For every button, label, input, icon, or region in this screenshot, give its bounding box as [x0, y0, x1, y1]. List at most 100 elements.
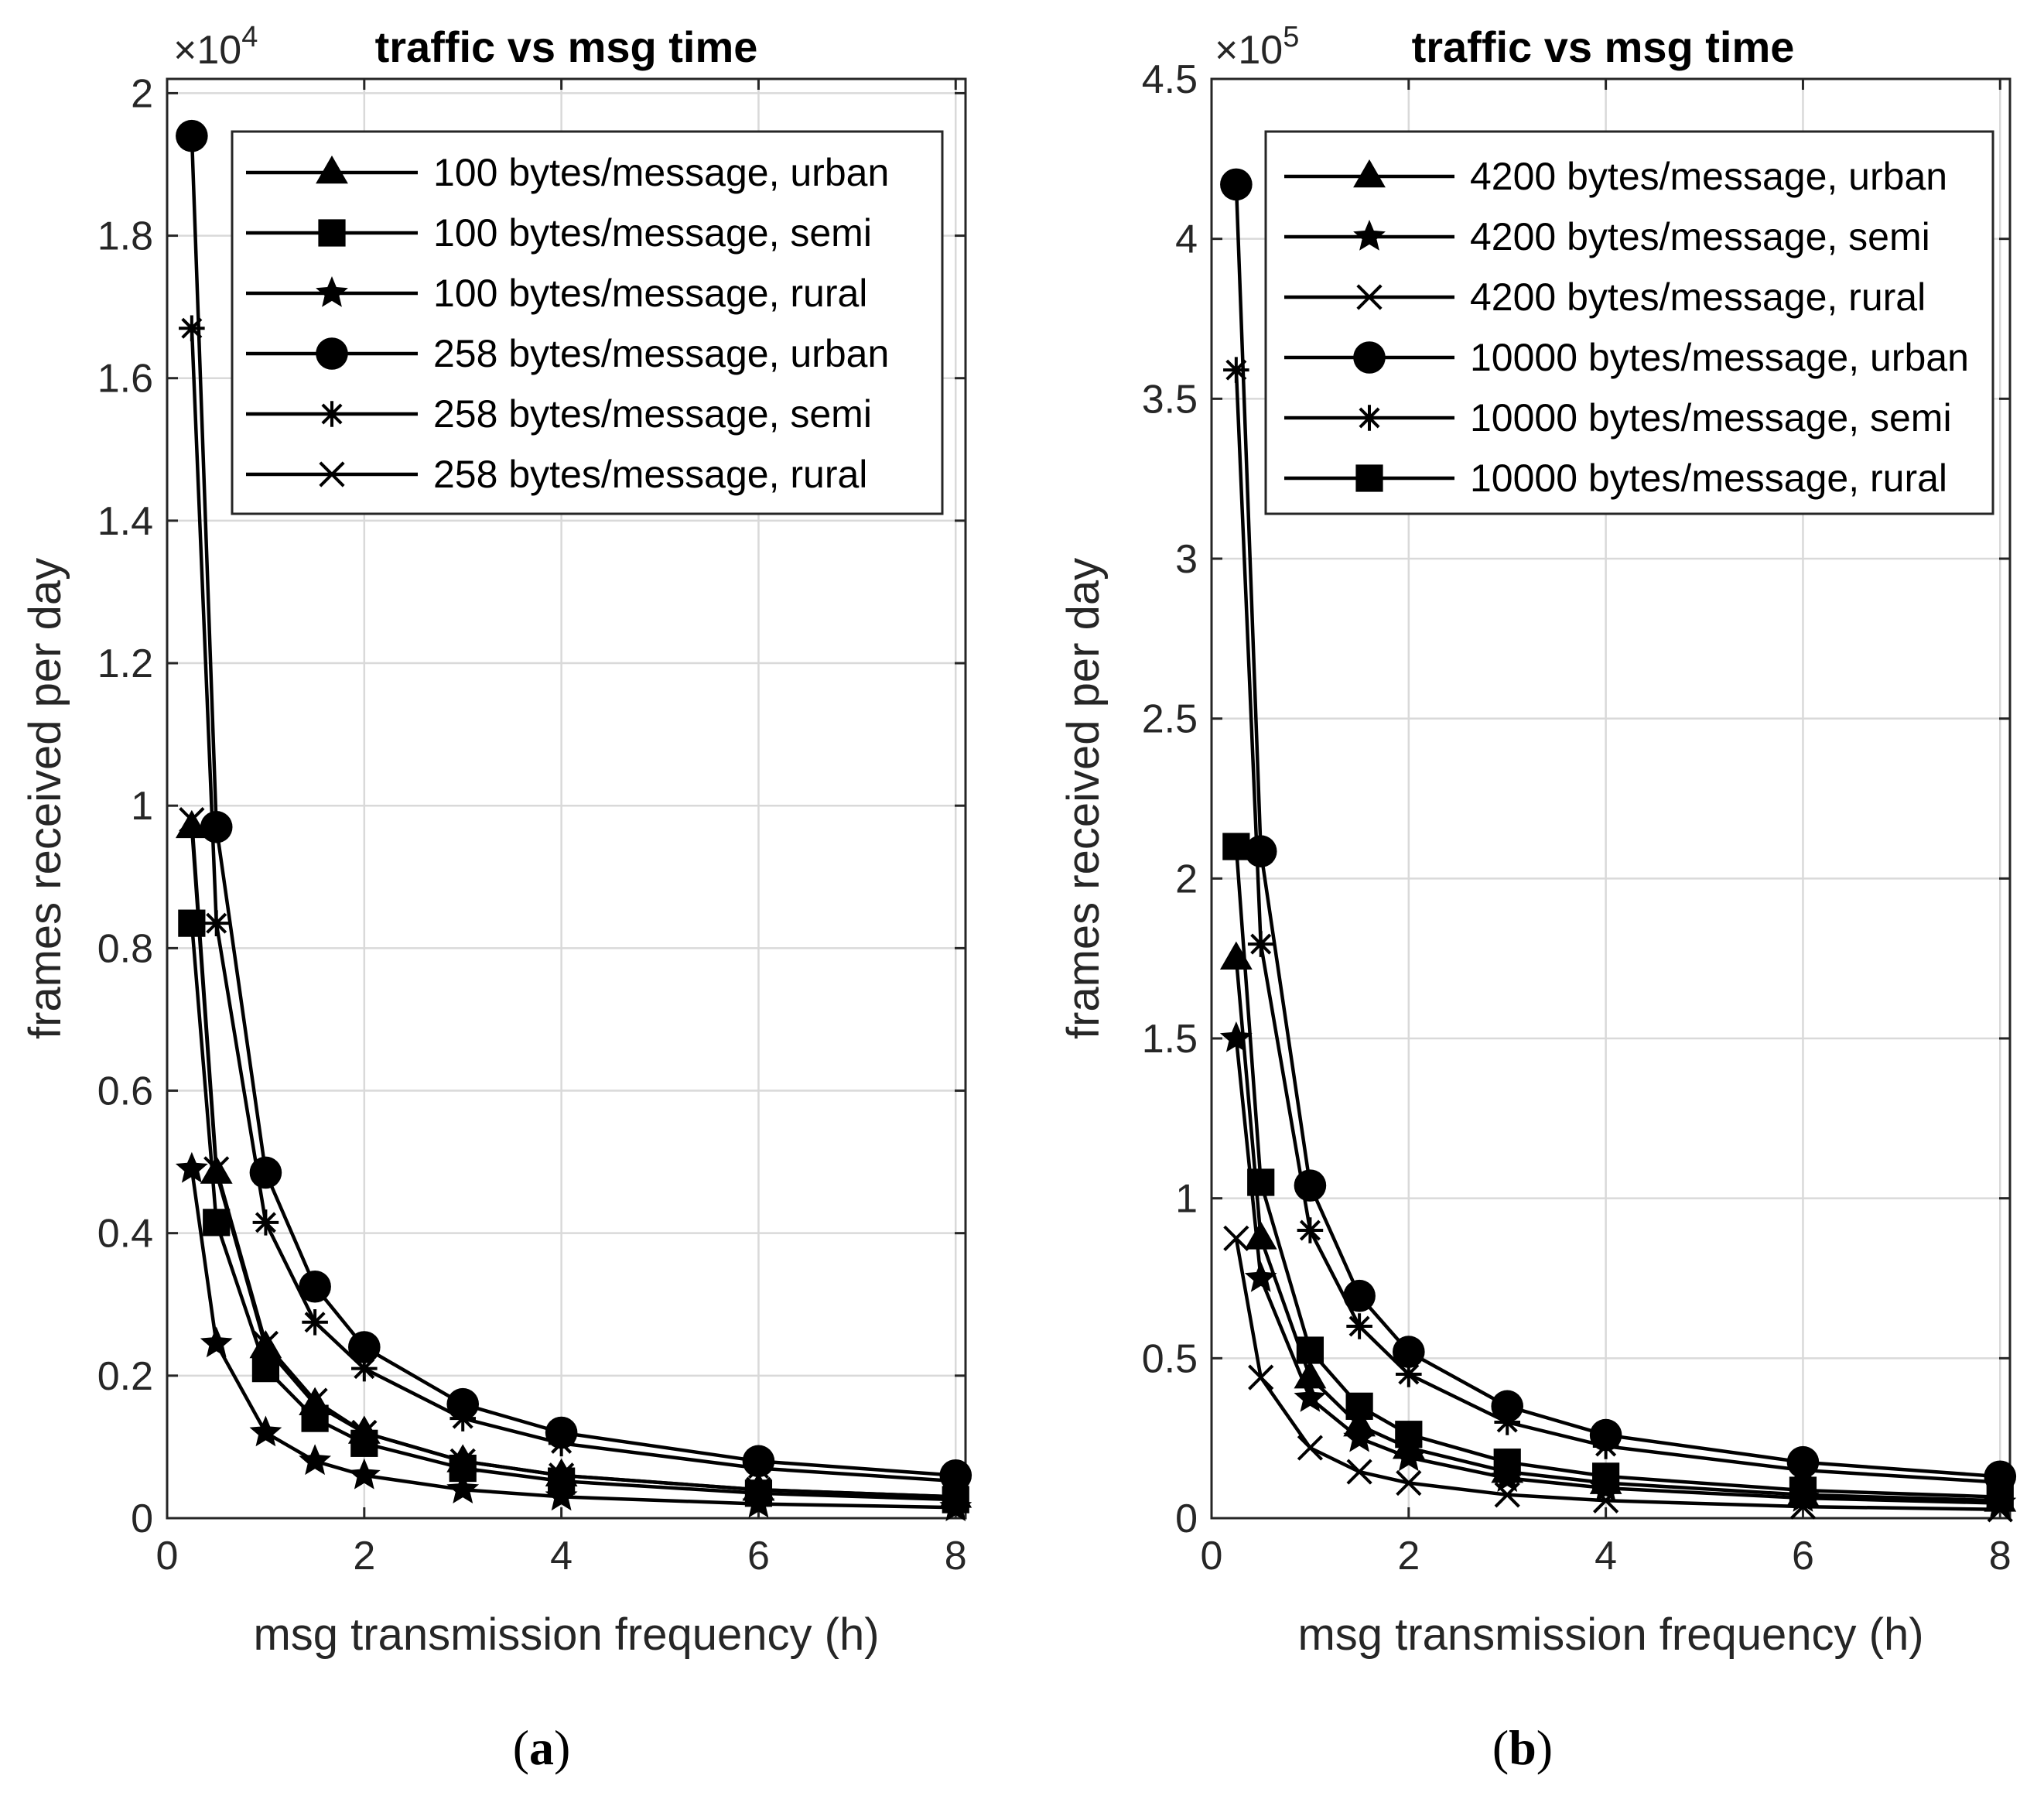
y-multiplier-exponent: 4 — [241, 21, 258, 53]
x-marker — [319, 461, 345, 487]
chart-title: traffic vs msg time — [375, 22, 758, 71]
y-axis-label: frames received per day — [1058, 558, 1109, 1039]
x-tick-label: 2 — [1397, 1534, 1420, 1579]
caption-letter: b — [1509, 1720, 1536, 1775]
legend-label: 4200 bytes/message, urban — [1470, 155, 1947, 198]
legend-item: 4200 bytes/message, rural — [1284, 275, 1926, 319]
circle-marker — [200, 811, 233, 843]
x-marker — [1356, 284, 1383, 310]
triangle-marker — [1244, 1221, 1277, 1250]
star-marker — [1244, 1261, 1277, 1292]
y-tick-label: 0 — [131, 1496, 153, 1541]
asterisk-marker — [351, 1355, 378, 1382]
x-tick-label: 0 — [156, 1534, 179, 1579]
x-marker — [449, 1448, 476, 1474]
x-tick-label: 0 — [1201, 1534, 1223, 1579]
y-tick-label: 4.5 — [1142, 57, 1198, 102]
legend-item: 100 bytes/message, rural — [246, 272, 867, 315]
x-marker — [252, 1330, 279, 1357]
series-3 — [175, 1151, 972, 1521]
circle-marker — [1343, 1279, 1376, 1312]
square-marker — [318, 219, 346, 247]
legend-item: 10000 bytes/message, semi — [1284, 396, 1952, 440]
y-tick-label: 1.2 — [97, 641, 153, 686]
x-marker — [351, 1419, 378, 1446]
legend-label: 10000 bytes/message, urban — [1470, 336, 1969, 379]
star-marker — [1353, 220, 1386, 251]
x-marker — [1494, 1482, 1520, 1508]
asterisk-marker — [1789, 1457, 1817, 1483]
star-marker — [175, 1151, 208, 1183]
legend-label: 258 bytes/message, urban — [433, 332, 889, 375]
circle-marker — [348, 1331, 381, 1363]
caption-close: ) — [554, 1720, 570, 1775]
legend-label: 100 bytes/message, urban — [433, 151, 889, 194]
y-tick-label: 1.4 — [97, 499, 153, 544]
star-marker — [1219, 1021, 1253, 1052]
asterisk-marker — [179, 315, 205, 342]
y-tick-label: 4 — [1175, 217, 1198, 262]
x-marker — [1223, 1225, 1249, 1251]
star-marker — [545, 1479, 578, 1511]
y-tick-label: 1.8 — [97, 214, 153, 259]
asterisk-marker — [1396, 1361, 1422, 1387]
square-marker — [1296, 1336, 1324, 1364]
x-axis-label: msg transmission frequency (h) — [253, 1609, 879, 1660]
x-tick-label: 4 — [1595, 1534, 1617, 1579]
asterisk-marker — [1987, 1469, 2014, 1496]
series-layer — [1219, 168, 2017, 1523]
y-tick-label: 0.6 — [97, 1069, 153, 1114]
legend: 4200 bytes/message, urban 4200 bytes/mess… — [1264, 130, 1994, 515]
panel-caption-b: (b) — [1492, 1720, 1553, 1775]
square-marker — [1592, 1462, 1620, 1490]
legend-label: 100 bytes/message, rural — [433, 272, 867, 315]
caption-open: ( — [1492, 1720, 1509, 1775]
x-marker — [179, 807, 205, 833]
x-tick-label: 6 — [1792, 1534, 1814, 1579]
x-marker — [1593, 1487, 1619, 1514]
circle-marker — [1220, 168, 1253, 201]
asterisk-marker — [1247, 931, 1274, 957]
y-tick-label: 1 — [1175, 1177, 1198, 1222]
series-5 — [1223, 357, 2014, 1496]
series-2 — [1219, 1021, 2017, 1517]
legend-item: 100 bytes/message, semi — [246, 211, 872, 255]
x-marker — [1248, 1364, 1274, 1390]
x-marker — [942, 1483, 969, 1510]
series-6 — [1222, 833, 2014, 1511]
x-marker — [1297, 1435, 1324, 1461]
star-marker — [742, 1486, 775, 1518]
x-axis-label: msg transmission frequency (h) — [1297, 1609, 1923, 1660]
legend-box — [231, 130, 944, 515]
circle-marker — [1244, 835, 1277, 867]
star-marker — [347, 1458, 381, 1490]
circle-marker — [1393, 1336, 1425, 1368]
square-marker — [1345, 1392, 1373, 1420]
x-tick-label: 8 — [1989, 1534, 2012, 1579]
x-tick-label: 2 — [353, 1534, 375, 1579]
asterisk-marker — [548, 1430, 575, 1457]
chart-title: traffic vs msg time — [1412, 22, 1795, 71]
star-marker — [1343, 1421, 1376, 1452]
caption-close: ) — [1536, 1720, 1553, 1775]
asterisk-marker — [449, 1405, 477, 1431]
square-marker — [1222, 833, 1250, 860]
y-tick-label: 2 — [1175, 857, 1198, 901]
series-6 — [179, 807, 969, 1510]
y-multiplier-base: ×10 — [1215, 28, 1283, 73]
asterisk-marker — [1223, 357, 1249, 383]
axis-ticks: 0 2 4 6 8 0 0.5 1 1.5 2 2.5 3 3.5 4 4.5 — [1142, 57, 2012, 1579]
asterisk-marker — [1494, 1409, 1521, 1435]
y-tick-label: 2 — [131, 71, 153, 116]
star-marker — [446, 1473, 480, 1503]
legend-item: 4200 bytes/message, semi — [1284, 215, 1930, 258]
star-marker — [1392, 1440, 1425, 1472]
square-marker — [251, 1355, 280, 1383]
circle-marker — [176, 119, 208, 152]
caption-letter: a — [529, 1720, 554, 1775]
x-tick-label: 6 — [747, 1534, 770, 1579]
y-tick-label: 1.5 — [1142, 1017, 1198, 1062]
y-axis-label: frames received per day — [20, 558, 70, 1039]
square-marker — [203, 1209, 231, 1236]
star-marker — [316, 276, 348, 307]
